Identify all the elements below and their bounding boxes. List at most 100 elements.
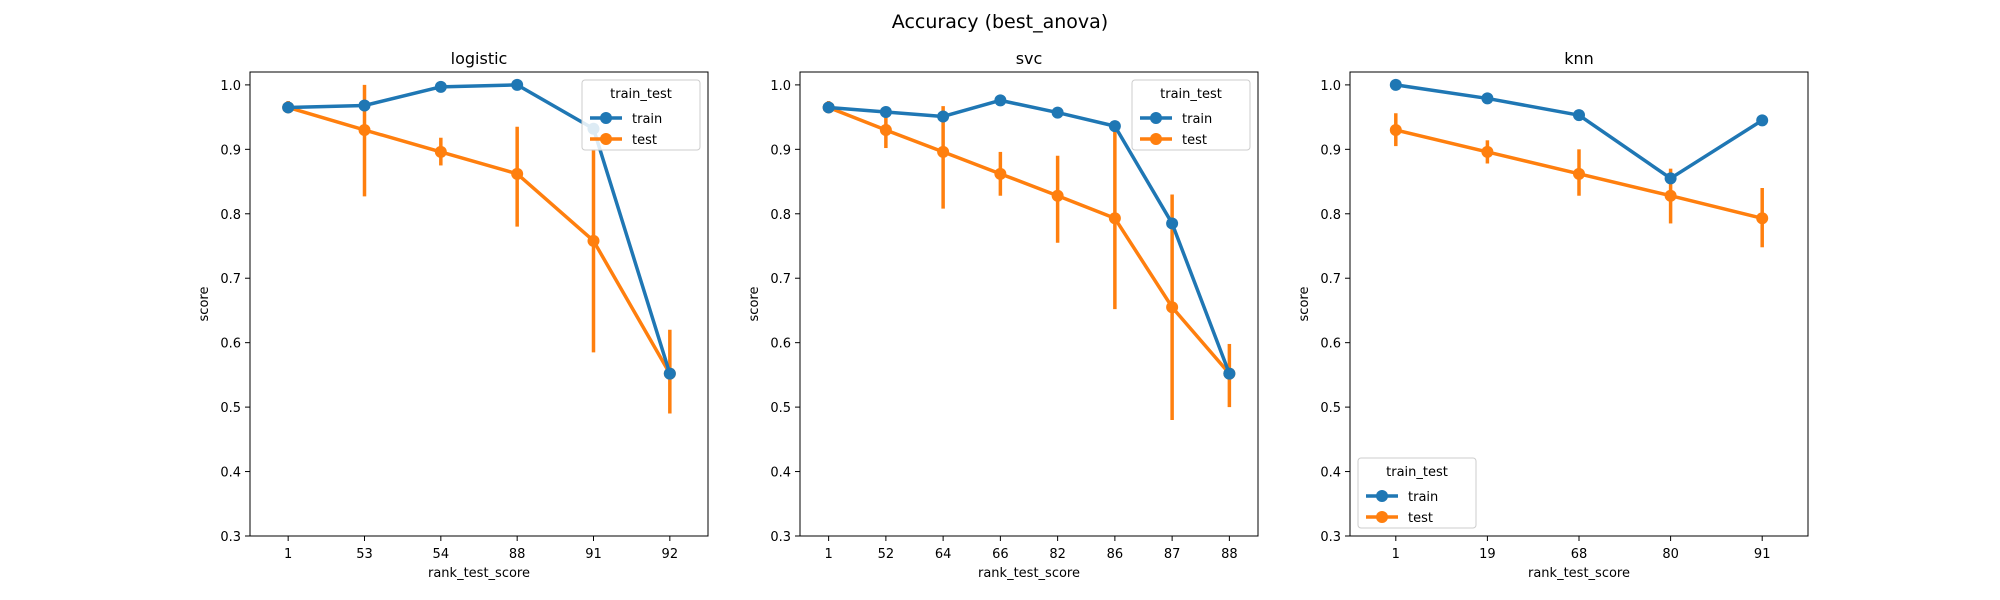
legend-entry-label: train [632, 112, 662, 127]
data-point-test [879, 124, 892, 136]
x-tick-label: 88 [1221, 547, 1238, 562]
x-tick-label: 66 [992, 547, 1009, 562]
x-tick-label: 88 [509, 547, 526, 562]
data-point-test [587, 234, 600, 247]
x-tick-label: 87 [1164, 547, 1181, 562]
x-axis-label: rank_test_score [978, 566, 1080, 581]
subplot-title: knn [1564, 49, 1594, 68]
x-tick-label: 82 [1049, 547, 1066, 562]
data-point-train [1481, 92, 1494, 105]
legend-entry-label: train [1408, 490, 1438, 505]
y-tick-label: 0.8 [220, 208, 241, 223]
y-tick-label: 1.0 [770, 79, 791, 94]
y-tick-label: 0.9 [1320, 143, 1341, 158]
axes-frame [1349, 71, 1809, 537]
data-point-train [282, 101, 295, 114]
y-axis-label: score [197, 287, 212, 322]
y-tick-label: 0.4 [1320, 466, 1341, 481]
subplots: logistic 0.3 0.4 0.5 0.6 0.7 0.8 0.9 1.0 1 53 54 88 9… [197, 49, 1809, 581]
y-tick-label: 0.4 [770, 466, 791, 481]
data-point-train [1223, 367, 1236, 380]
x-tick-label: 91 [1754, 547, 1771, 562]
subplot-title: logistic [451, 49, 508, 68]
x-axis-label: rank_test_score [428, 566, 530, 581]
y-tick-label: 0.6 [220, 337, 241, 352]
x-tick-label: 53 [356, 547, 373, 562]
x-tick-label: 1 [824, 547, 832, 562]
legend-entry-label: test [1182, 133, 1207, 148]
axes-frame [249, 71, 709, 537]
series-line-test [827, 105, 1231, 375]
x-tick-label: 1 [1392, 547, 1400, 562]
y-tick-label: 0.8 [770, 208, 791, 223]
y-tick-label: 0.3 [1320, 530, 1341, 545]
data-point-train [1664, 172, 1677, 185]
data-point-train [1756, 114, 1769, 127]
y-tick-label: 0.8 [1320, 208, 1341, 223]
data-point-test [1166, 301, 1179, 314]
data-point-train [1389, 78, 1402, 91]
legend-box [1357, 457, 1477, 529]
series-line-train [828, 98, 1232, 375]
series-train [822, 94, 1236, 380]
x-tick-label: 91 [585, 547, 602, 562]
y-tick-label: 0.6 [770, 337, 791, 352]
data-point-test [358, 124, 371, 136]
y-tick-label: 0.5 [770, 401, 791, 416]
series-line-train [288, 83, 672, 375]
data-point-test [1664, 189, 1677, 202]
y-tick-label: 0.3 [220, 530, 241, 545]
y-axis-label: score [1297, 287, 1312, 322]
data-point-test [1756, 212, 1769, 225]
subplot-logistic: logistic 0.3 0.4 0.5 0.6 0.7 0.8 0.9 1.0 1 53 54 88 9… [197, 49, 709, 581]
y-tick-label: 0.9 [220, 143, 241, 158]
y-tick-label: 0.3 [770, 530, 791, 545]
legend-entry-label: test [1408, 511, 1433, 526]
series-test [822, 101, 1236, 420]
data-point-train [511, 78, 524, 91]
data-point-test [1481, 145, 1494, 158]
data-point-test [1389, 124, 1402, 136]
legend-entry-label: test [632, 133, 657, 148]
x-tick-label: 52 [878, 547, 895, 562]
data-point-test [1051, 189, 1064, 202]
data-point-train [1573, 109, 1585, 122]
legend-entry-label: train [1182, 112, 1212, 127]
data-point-test [937, 145, 950, 158]
x-tick-label: 19 [1479, 547, 1496, 562]
x-tick-label: 64 [935, 547, 952, 562]
data-point-train [994, 94, 1007, 107]
legend-swatch-marker [1150, 112, 1162, 124]
x-tick-label: 54 [433, 547, 450, 562]
subplot-knn: knn 0.3 0.4 0.5 0.6 0.7 0.8 0.9 1.0 1 19 68 80 91 rank… [1297, 49, 1809, 581]
figure-suptitle: Accuracy (best_anova) [892, 11, 1108, 33]
x-tick-label: 1 [284, 547, 292, 562]
legend-title: train_test [1386, 465, 1448, 480]
data-point-test [994, 167, 1007, 180]
series-line-test [287, 105, 672, 375]
legend-swatch-marker [1376, 511, 1388, 523]
legend-swatch-marker [1150, 133, 1162, 145]
data-point-test [1573, 167, 1585, 180]
axes-frame [799, 71, 1259, 537]
legend-title: train_test [1160, 87, 1222, 102]
x-tick-label: 86 [1107, 547, 1124, 562]
x-tick-label: 80 [1662, 547, 1679, 562]
data-point-train [1051, 106, 1064, 119]
subplot-svc: svc 0.3 0.4 0.5 0.6 0.7 0.8 0.9 1.0 1 52 64 66 82 86 87… [747, 49, 1259, 581]
y-tick-label: 0.5 [220, 401, 241, 416]
legend-box [1131, 79, 1251, 151]
data-point-train [822, 101, 835, 114]
legend-swatch-marker [600, 133, 612, 145]
x-tick-label: 92 [662, 547, 679, 562]
y-axis-label: score [747, 287, 762, 322]
y-tick-label: 1.0 [220, 79, 241, 94]
data-point-test [511, 167, 524, 180]
series-train [1389, 78, 1769, 185]
x-tick-label: 68 [1571, 547, 1588, 562]
subplot-title: svc [1016, 49, 1043, 68]
data-point-train [937, 110, 950, 123]
